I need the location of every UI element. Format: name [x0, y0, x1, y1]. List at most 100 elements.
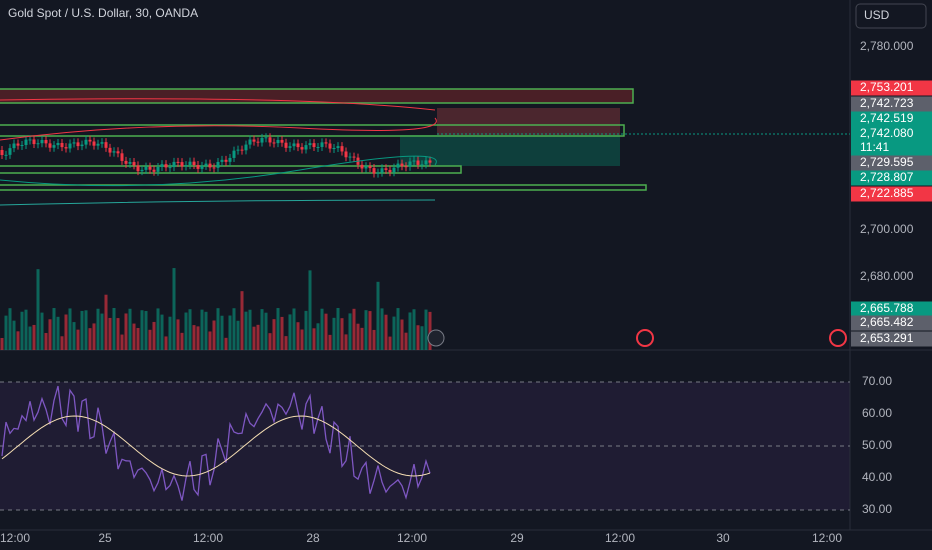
candle [376, 172, 380, 174]
volume-bar [248, 309, 252, 350]
mid-ma [0, 98, 436, 111]
price-label-bg [851, 111, 932, 127]
volume-bar [352, 308, 356, 350]
volume-bar [428, 311, 432, 350]
candle [160, 164, 164, 167]
rsi-tick: 40.00 [862, 470, 892, 484]
currency-button[interactable] [855, 3, 927, 29]
price-label-bg [851, 126, 932, 157]
candle [260, 137, 264, 143]
volume-bar [368, 311, 372, 350]
candle [284, 142, 288, 148]
candle [84, 139, 88, 145]
time-label: 28 [306, 531, 320, 545]
event-icon[interactable] [636, 329, 654, 347]
candle [324, 142, 328, 144]
candle [32, 139, 36, 145]
candle [396, 163, 400, 168]
candle [288, 146, 292, 148]
volume-bar [288, 314, 292, 350]
volume-bar [220, 315, 224, 350]
candle [216, 161, 220, 168]
candle [388, 169, 392, 173]
lightning-icon[interactable] [427, 329, 445, 347]
volume-bar [196, 326, 200, 350]
candle [176, 161, 180, 163]
volume-bar [404, 332, 408, 350]
time-label: 12:00 [397, 531, 427, 545]
volume-bar [328, 334, 332, 350]
volume-bar [52, 308, 56, 350]
volume-bar [124, 313, 128, 350]
candle [412, 160, 416, 162]
candle [40, 139, 44, 144]
candle [148, 166, 152, 170]
volume-bar [264, 312, 268, 350]
candle [204, 163, 208, 166]
rsi-tick: 30.00 [862, 502, 892, 516]
volume-bar [64, 314, 68, 350]
candle [20, 145, 24, 147]
volume-bar [308, 270, 312, 350]
currency[interactable]: USD [864, 8, 890, 22]
candle [248, 139, 252, 145]
volume-bar [172, 268, 176, 350]
candle [152, 169, 156, 172]
volume-bar [384, 314, 388, 350]
time-label: 12:00 [812, 531, 842, 545]
price-label: 2,742.519 [860, 111, 914, 125]
volume-bar [400, 319, 404, 350]
long-ma [0, 199, 436, 206]
volume-bar [44, 333, 48, 350]
volume-bar [120, 334, 124, 350]
candle [364, 166, 368, 169]
volume-bar [408, 312, 412, 350]
candle [252, 139, 256, 142]
time-label: 30 [716, 531, 730, 545]
volume-bar [200, 309, 204, 350]
symbol-title: Gold Spot / U.S. Dollar, 30, OANDA [8, 6, 198, 20]
volume-bar [4, 315, 8, 350]
candle [28, 139, 32, 141]
volume-bar [376, 281, 380, 350]
candle [92, 141, 96, 146]
candle [312, 143, 316, 148]
candle [156, 166, 160, 172]
volume-bar [20, 311, 24, 350]
candle [188, 161, 192, 166]
candle [304, 145, 308, 150]
volume-bar [276, 308, 280, 350]
candle [264, 137, 268, 139]
rsi-tick: 50.00 [862, 438, 892, 452]
volume-bar [72, 322, 76, 350]
volume-bar [116, 318, 120, 350]
candle [108, 147, 112, 153]
candle [136, 165, 140, 172]
candle [352, 156, 356, 158]
volume-bar [84, 310, 88, 350]
volume-bar [12, 320, 16, 350]
volume-bar [68, 308, 72, 350]
candle [320, 142, 324, 147]
candle [184, 165, 188, 167]
price-tick: 2,700.000 [860, 222, 914, 236]
candle [180, 162, 184, 167]
price-label: 2,753.201 [860, 80, 914, 94]
volume-label: 2,653.291 [860, 331, 914, 345]
candle [268, 137, 272, 143]
candle [368, 166, 372, 169]
volume-bar [224, 337, 228, 350]
volume-bar [232, 308, 236, 350]
event-icon[interactable] [829, 329, 847, 347]
volume-bar [80, 310, 84, 350]
volume-bar [24, 309, 28, 350]
volume-bar [380, 308, 384, 350]
volume-bar [228, 315, 232, 350]
candle [400, 163, 404, 167]
volume-bar [152, 321, 156, 350]
volume-bar [244, 311, 248, 350]
candle [104, 142, 108, 148]
price-tick: 2,680.000 [860, 269, 914, 283]
